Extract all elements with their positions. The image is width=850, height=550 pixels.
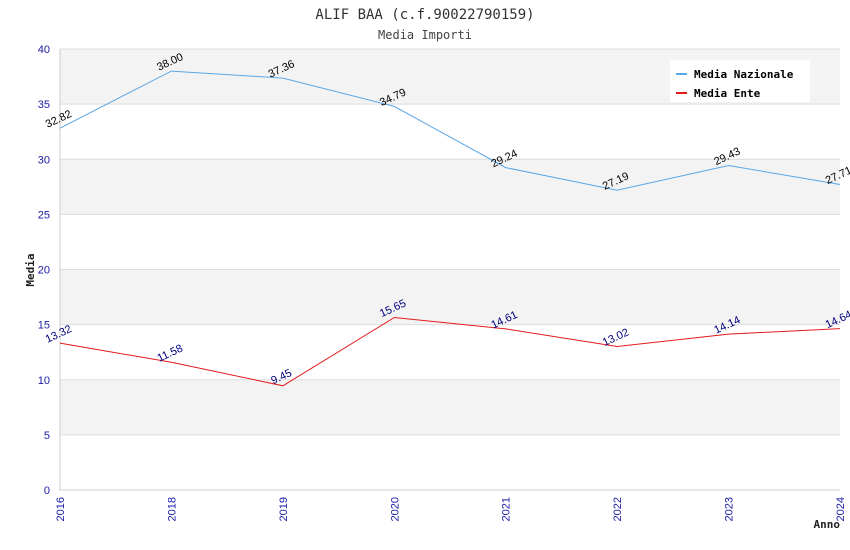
legend: Media Nazionale Media Ente: [670, 60, 810, 102]
x-tick-label: 2023: [724, 497, 736, 521]
x-tick-label: 2019: [278, 497, 290, 521]
grid-band: [60, 379, 840, 435]
y-tick-label: 5: [44, 430, 50, 442]
y-tick-label: 15: [38, 320, 50, 332]
legend-label: Media Nazionale: [694, 68, 794, 81]
grid-band: [60, 104, 840, 160]
grid-band: [60, 159, 840, 215]
x-tick-labels: 2016 2018 2019 2020 2021 2022 2023 2024: [55, 497, 847, 521]
chart-title: ALIF BAA (c.f.90022790159): [315, 7, 534, 23]
y-tick-label: 20: [38, 265, 50, 277]
y-tick-label: 0: [44, 485, 50, 497]
grid-band: [60, 324, 840, 380]
x-tick-label: 2016: [55, 497, 67, 521]
x-tick-label: 2022: [612, 497, 624, 521]
chart-subtitle: Media Importi: [378, 28, 472, 42]
series-group: [59, 70, 841, 387]
grid-bands: [60, 49, 840, 490]
series-line: [59, 316, 841, 387]
series-line: [59, 70, 841, 191]
x-tick-label: 2020: [389, 497, 401, 521]
y-tick-label: 10: [38, 375, 50, 387]
x-axis-label: Anno: [814, 518, 841, 531]
grid-band: [60, 269, 840, 325]
y-tick-label: 30: [38, 154, 50, 166]
legend-label: Media Ente: [694, 87, 761, 100]
y-tick-label: 25: [38, 209, 50, 221]
x-tick-label: 2024: [835, 497, 847, 521]
x-tick-label: 2018: [166, 497, 178, 521]
x-tick-label: 2021: [501, 497, 513, 521]
legend-box: [670, 60, 810, 102]
grid-band: [60, 434, 840, 490]
y-tick-label: 35: [38, 99, 50, 111]
y-tick-label: 40: [38, 44, 50, 56]
y-tick-labels: 0 5 10 15 20 25 30 35 40: [38, 44, 50, 497]
y-axis-label: Media: [24, 253, 37, 286]
grid-band: [60, 214, 840, 270]
